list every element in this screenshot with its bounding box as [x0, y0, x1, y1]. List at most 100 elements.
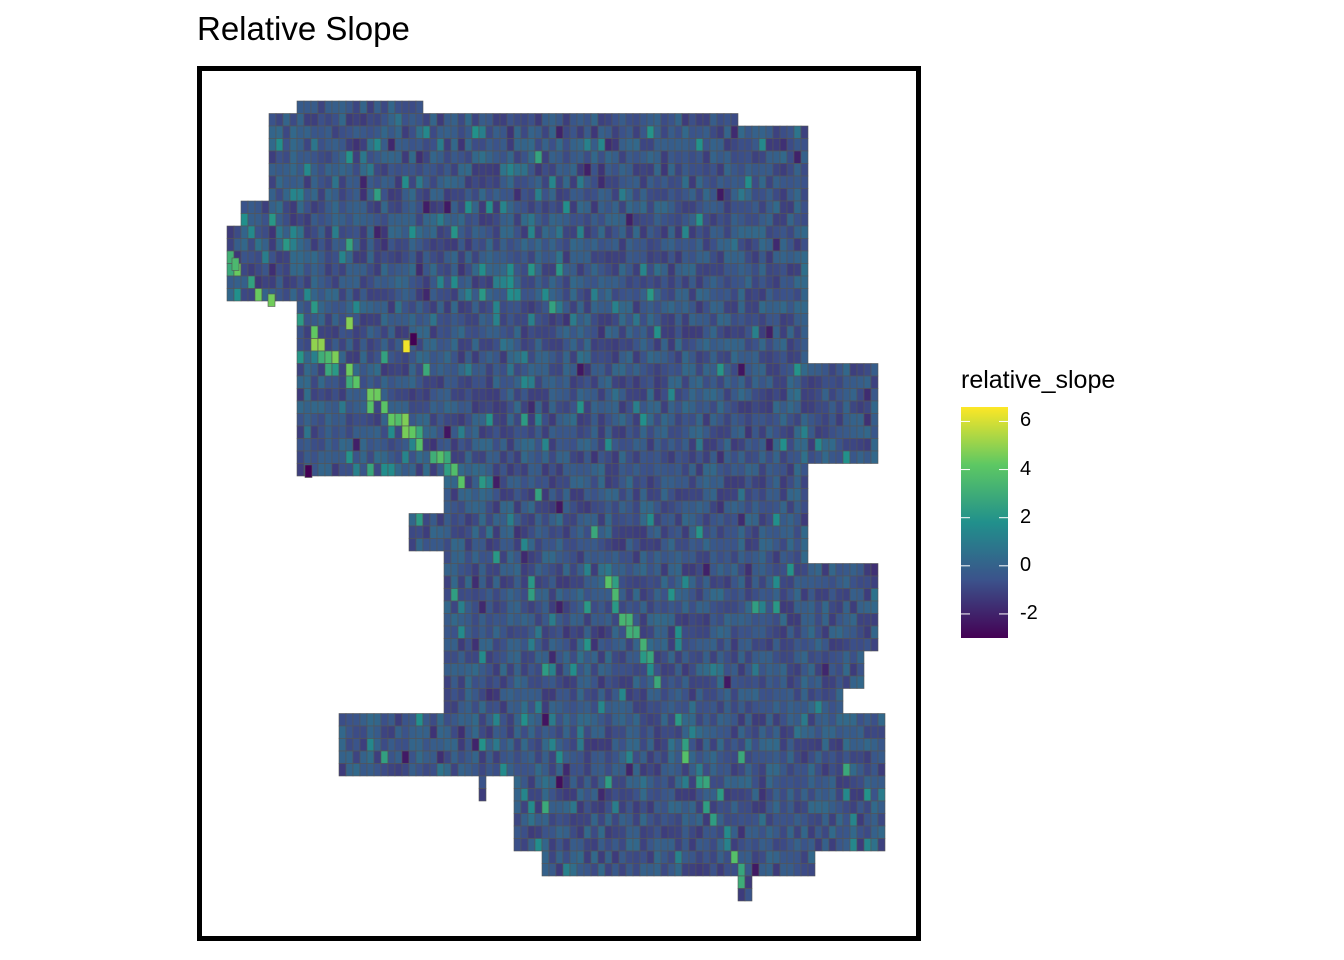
- grid-cell: [590, 763, 599, 777]
- grid-cell: [527, 750, 536, 764]
- grid-cell: [625, 313, 634, 327]
- grid-cell: [366, 150, 375, 164]
- grid-cell: [478, 475, 487, 489]
- grid-cell: [541, 550, 550, 564]
- grid-cell: [450, 163, 459, 177]
- grid-cell: [576, 825, 585, 839]
- grid-cell: [513, 663, 522, 677]
- grid-cell: [716, 275, 725, 289]
- grid-cell: [807, 713, 816, 727]
- grid-cell: [345, 238, 354, 252]
- grid-cell: [345, 300, 354, 314]
- grid-cell: [828, 788, 837, 802]
- grid-cell: [688, 438, 697, 452]
- grid-cell: [730, 475, 739, 489]
- grid-cell: [338, 125, 347, 139]
- grid-cell: [443, 638, 452, 652]
- grid-cell: [394, 100, 403, 114]
- grid-cell: [807, 588, 816, 602]
- grid-cell: [744, 675, 753, 689]
- grid-cell: [380, 463, 389, 477]
- grid-cell: [835, 688, 844, 702]
- grid-cell: [702, 213, 711, 227]
- grid-cell: [548, 500, 557, 514]
- grid-cell: [688, 300, 697, 314]
- grid-cell: [513, 588, 522, 602]
- grid-cell: [394, 163, 403, 177]
- grid-cell: [464, 663, 473, 677]
- grid-cell: [590, 200, 599, 214]
- grid-cell: [863, 638, 872, 652]
- grid-cell: [576, 563, 585, 577]
- grid-cell: [667, 175, 676, 189]
- grid-cell: [520, 263, 529, 277]
- grid-cell: [401, 713, 410, 727]
- grid-cell: [604, 325, 613, 339]
- grid-cell: [345, 713, 354, 727]
- grid-cell: [870, 725, 879, 739]
- grid-cell: [702, 725, 711, 739]
- grid-cell: [863, 738, 872, 752]
- grid-cell: [765, 613, 774, 627]
- grid-cell: [282, 275, 291, 289]
- grid-cell: [534, 800, 543, 814]
- grid-cell: [387, 275, 396, 289]
- grid-cell: [702, 763, 711, 777]
- grid-cell: [471, 425, 480, 439]
- grid-cell: [548, 150, 557, 164]
- grid-cell: [625, 763, 634, 777]
- grid-cell: [737, 350, 746, 364]
- grid-cell: [772, 513, 781, 527]
- grid-cell: [716, 838, 725, 852]
- grid-cell: [667, 513, 676, 527]
- grid-cell: [828, 663, 837, 677]
- grid-cell: [597, 175, 606, 189]
- grid-cell: [604, 663, 613, 677]
- grid-cell: [492, 738, 501, 752]
- grid-cell: [324, 325, 333, 339]
- grid-cell: [667, 838, 676, 852]
- grid-cell: [562, 138, 571, 152]
- grid-cell: [765, 338, 774, 352]
- grid-cell: [751, 363, 760, 377]
- grid-cell: [352, 725, 361, 739]
- grid-cell: [478, 438, 487, 452]
- grid-cell: [583, 313, 592, 327]
- grid-cell: [821, 388, 830, 402]
- grid-cell: [793, 538, 802, 552]
- grid-cell: [730, 525, 739, 539]
- grid-cell: [226, 275, 235, 289]
- grid-cell: [471, 325, 480, 339]
- grid-cell: [471, 363, 480, 377]
- grid-cell: [779, 188, 788, 202]
- grid-cell: [352, 413, 361, 427]
- grid-cell: [576, 325, 585, 339]
- grid-cell: [527, 488, 536, 502]
- grid-cell: [597, 113, 606, 127]
- grid-cell: [800, 813, 809, 827]
- grid-cell: [555, 500, 564, 514]
- grid-cell: [653, 775, 662, 789]
- grid-cell: [415, 313, 424, 327]
- grid-cell: [786, 825, 795, 839]
- grid-cell: [611, 550, 620, 564]
- grid-cell: [562, 550, 571, 564]
- grid-cell: [674, 713, 683, 727]
- grid-cell: [639, 350, 648, 364]
- grid-cell: [485, 213, 494, 227]
- grid-cell: [310, 113, 319, 127]
- grid-cell: [457, 413, 466, 427]
- grid-cell: [527, 500, 536, 514]
- grid-cell: [688, 213, 697, 227]
- grid-cell: [681, 200, 690, 214]
- grid-cell: [660, 288, 669, 302]
- grid-cell: [814, 613, 823, 627]
- grid-cell: [758, 438, 767, 452]
- grid-cell: [660, 688, 669, 702]
- grid-cell: [471, 250, 480, 264]
- grid-cell: [464, 350, 473, 364]
- grid-cell: [751, 138, 760, 152]
- grid-cell: [548, 200, 557, 214]
- grid-cell: [730, 588, 739, 602]
- grid-cell: [604, 638, 613, 652]
